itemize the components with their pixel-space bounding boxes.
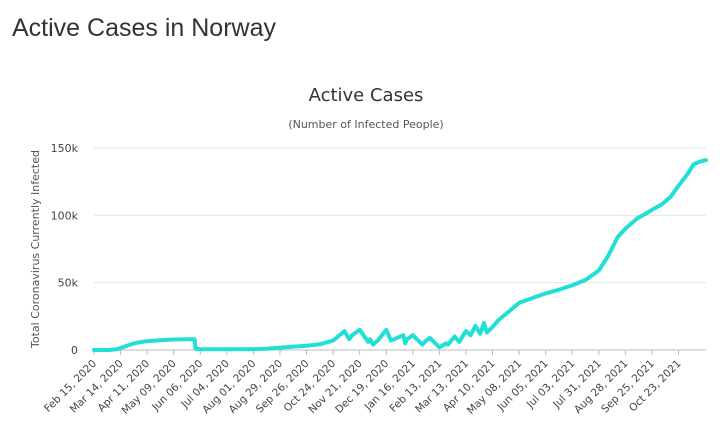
active-cases-line <box>92 158 708 352</box>
y-tick-label: 50k <box>58 277 79 290</box>
y-axis-ticks: 0 50k 100k 150k <box>51 142 79 357</box>
chart-subtitle: (Number of Infected People) <box>288 118 443 131</box>
chart-title: Active Cases <box>309 85 424 106</box>
y-tick-label: 0 <box>71 344 78 357</box>
y-tick-label: 100k <box>51 209 79 222</box>
y-axis-label: Total Coronavirus Currently Infected <box>29 150 42 349</box>
grid-lines <box>94 147 706 351</box>
y-tick-label: 150k <box>51 142 79 155</box>
page-heading: Active Cases in Norway <box>12 14 276 42</box>
